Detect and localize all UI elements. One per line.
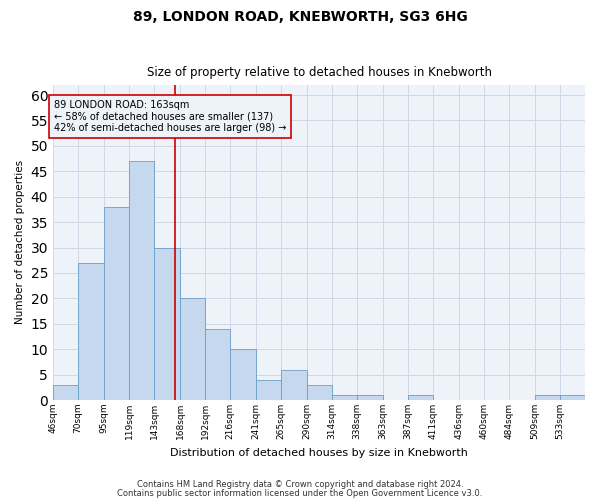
Bar bbox=[181, 298, 205, 400]
Bar bbox=[79, 263, 104, 400]
Bar bbox=[409, 395, 433, 400]
X-axis label: Distribution of detached houses by size in Knebworth: Distribution of detached houses by size … bbox=[170, 448, 468, 458]
Bar bbox=[104, 207, 128, 400]
Bar bbox=[560, 395, 584, 400]
Bar bbox=[205, 329, 230, 400]
Bar bbox=[230, 349, 256, 400]
Bar bbox=[535, 395, 560, 400]
Text: 89, LONDON ROAD, KNEBWORTH, SG3 6HG: 89, LONDON ROAD, KNEBWORTH, SG3 6HG bbox=[133, 10, 467, 24]
Bar bbox=[281, 370, 307, 400]
Title: Size of property relative to detached houses in Knebworth: Size of property relative to detached ho… bbox=[146, 66, 491, 80]
Bar bbox=[358, 395, 383, 400]
Bar bbox=[154, 248, 179, 400]
Bar bbox=[332, 395, 356, 400]
Text: Contains public sector information licensed under the Open Government Licence v3: Contains public sector information licen… bbox=[118, 488, 482, 498]
Y-axis label: Number of detached properties: Number of detached properties bbox=[15, 160, 25, 324]
Text: 89 LONDON ROAD: 163sqm
← 58% of detached houses are smaller (137)
42% of semi-de: 89 LONDON ROAD: 163sqm ← 58% of detached… bbox=[54, 100, 286, 134]
Bar bbox=[307, 385, 332, 400]
Bar bbox=[130, 161, 154, 400]
Bar bbox=[53, 385, 77, 400]
Bar bbox=[256, 380, 281, 400]
Text: Contains HM Land Registry data © Crown copyright and database right 2024.: Contains HM Land Registry data © Crown c… bbox=[137, 480, 463, 489]
